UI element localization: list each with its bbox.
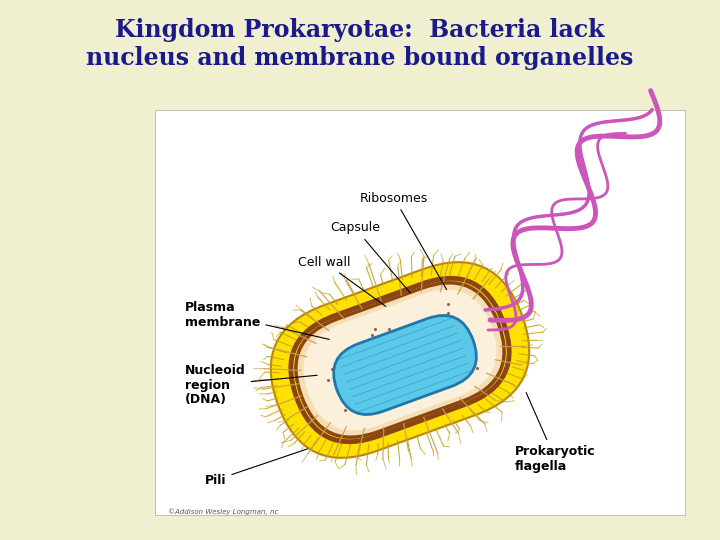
FancyBboxPatch shape <box>303 289 497 430</box>
Text: Capsule: Capsule <box>330 221 410 293</box>
FancyBboxPatch shape <box>296 283 504 437</box>
FancyBboxPatch shape <box>333 315 477 415</box>
Bar <box>155 110 685 515</box>
Text: Cell wall: Cell wall <box>298 255 386 306</box>
Text: Pili: Pili <box>205 449 307 487</box>
Text: Plasma
membrane: Plasma membrane <box>185 301 329 339</box>
Text: Nucleoid
region
(DNA): Nucleoid region (DNA) <box>185 363 318 407</box>
Text: Ribosomes: Ribosomes <box>360 192 446 289</box>
Text: Kingdom Prokaryotae:  Bacteria lack
nucleus and membrane bound organelles: Kingdom Prokaryotae: Bacteria lack nucle… <box>86 18 634 70</box>
Text: Prokaryotic
flagella: Prokaryotic flagella <box>515 393 595 473</box>
Text: ©Addison Wesley Longman, nc: ©Addison Wesley Longman, nc <box>168 508 279 515</box>
FancyBboxPatch shape <box>291 278 509 442</box>
FancyBboxPatch shape <box>271 262 529 458</box>
